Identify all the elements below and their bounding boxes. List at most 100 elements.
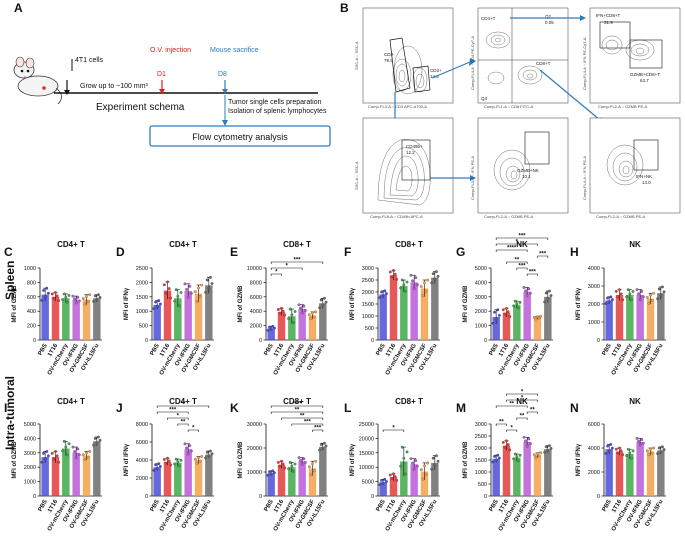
point-e-1 [280, 306, 283, 310]
point-m-1 [503, 445, 507, 449]
ov-day-label: D1 [157, 71, 166, 78]
panel-letter-i: I [4, 401, 7, 415]
panel-letter-g: G [456, 245, 465, 259]
sig-label-j-1: ** [181, 420, 186, 426]
grow-label: Grow up to ~100 mm³ [80, 83, 149, 90]
point-k-5 [324, 444, 328, 448]
bar-h-4 [646, 298, 655, 340]
point-c-3 [76, 295, 80, 299]
point-e-3 [303, 309, 307, 312]
bar-j-1 [163, 461, 172, 496]
point-c-1 [57, 299, 61, 303]
point-l-3 [415, 464, 419, 468]
point-n-3 [638, 443, 642, 447]
y-tick-label-d: 2500 [136, 266, 148, 272]
point-g-3 [524, 289, 527, 293]
point-j-2 [174, 457, 178, 461]
point-j-2 [176, 460, 180, 464]
point-k-5 [318, 448, 322, 452]
point-i-0 [46, 454, 50, 458]
panel-l: L CD8+ T 0 5000 10000 15000 20000 25000 MFI of I… [344, 397, 440, 532]
sig-bracket-g-4 [495, 249, 528, 252]
point-j-0 [157, 462, 161, 466]
point-l-2 [402, 456, 406, 460]
point-n-3 [635, 437, 639, 440]
sig-bracket-g-3 [537, 255, 549, 258]
point-g-2 [513, 299, 517, 303]
point-h-5 [661, 285, 664, 289]
point-l-1 [395, 478, 399, 482]
point-f-1 [388, 270, 392, 274]
panel-f: F CD8+ T 0 500 1000 1500 2000 2500 3000 MFI of IF… [344, 240, 440, 376]
point-c-2 [61, 298, 65, 302]
sacrifice-label: Mouse sacrifice [210, 47, 259, 54]
panel-letter-b: B [340, 1, 349, 15]
bar-d-1 [163, 290, 172, 340]
point-c-1 [54, 291, 57, 294]
y-label-d: MFI of IFNγ [124, 287, 130, 320]
ov-injection-label: O.V. injection [150, 47, 191, 54]
point-k-1 [283, 466, 287, 470]
category-label-e-0: PBS [264, 343, 275, 357]
sig-bracket-j-2 [167, 417, 189, 420]
point-f-4 [424, 289, 428, 293]
point-j-5 [204, 456, 208, 460]
p1-gate-a: CD3- [384, 52, 395, 57]
point-h-5 [662, 290, 666, 294]
sig-label-k-2: ** [300, 414, 305, 420]
bar-f-0 [379, 294, 387, 340]
sig-bracket-g-2 [506, 261, 528, 264]
y-tick-label-d: 1000 [136, 309, 148, 315]
y-tick-label-e: 6000 [250, 295, 262, 301]
point-j-3 [185, 446, 188, 450]
p5-xlabel: Comp-FL2-A :: GZMB PE-A [484, 214, 533, 219]
sig-bracket-g-1 [516, 267, 528, 270]
point-h-5 [659, 293, 663, 297]
y-tick-label-g: 0 [484, 338, 487, 344]
point-i-1 [52, 457, 56, 461]
sig-label-m-2: ** [520, 414, 525, 420]
sig-bracket-e-1 [270, 267, 303, 270]
y-tick-label-h: 2000 [588, 302, 600, 308]
point-e-1 [278, 311, 282, 315]
point-g-3 [527, 287, 531, 291]
sig-label-g-2: ** [514, 258, 519, 264]
point-n-3 [640, 438, 644, 442]
point-m-4 [536, 452, 539, 456]
prep1-label: Tumor single cells preparation [228, 99, 322, 106]
point-l-1 [392, 472, 395, 476]
point-f-5 [435, 270, 438, 274]
point-c-4 [83, 302, 87, 306]
point-j-2 [179, 458, 183, 462]
y-tick-label-k: 0 [259, 494, 262, 500]
point-j-4 [200, 455, 204, 458]
bar-l-3 [410, 464, 418, 496]
point-e-0 [269, 327, 273, 331]
y-tick-label-m: 0 [484, 494, 487, 500]
point-f-3 [414, 276, 418, 280]
y-label-f: MFI of IFNγ [350, 287, 356, 320]
point-n-4 [647, 453, 651, 457]
point-m-2 [515, 455, 519, 459]
point-m-2 [513, 452, 517, 456]
point-f-0 [378, 296, 382, 299]
point-i-0 [43, 457, 47, 461]
p4-ylabel: SSC-A :: SSC-A [354, 161, 359, 190]
sig-bracket-k-3 [270, 411, 324, 414]
panel-letter-c: C [4, 245, 13, 259]
bar-g-2 [513, 304, 521, 340]
y-tick-label-g: 5000 [475, 266, 487, 272]
point-j-1 [169, 463, 173, 467]
bar-g-0 [492, 316, 500, 340]
y-tick-label-f: 500 [365, 326, 374, 332]
y-tick-label-c: 800 [27, 280, 36, 286]
point-j-3 [188, 444, 192, 448]
point-m-5 [544, 445, 548, 449]
point-d-3 [186, 295, 190, 299]
point-i-5 [97, 435, 100, 439]
p3-xlabel: Comp-FL2-A :: GZMB PE-A [598, 104, 647, 109]
sig-bracket-g-6 [495, 237, 549, 240]
y-tick-label-g: 3000 [475, 295, 487, 301]
point-d-0 [152, 307, 156, 311]
